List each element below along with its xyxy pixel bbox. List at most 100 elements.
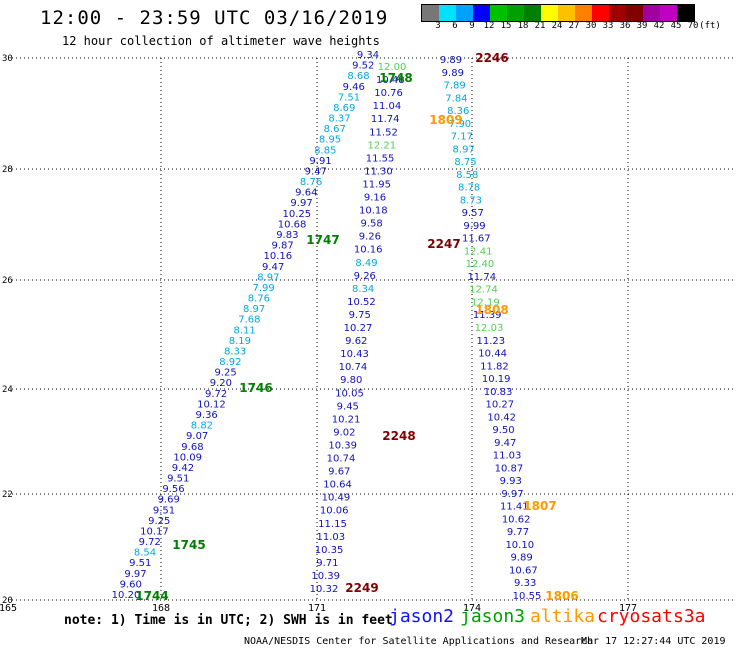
lon-tick-label: 174 xyxy=(463,603,481,614)
pass-time-label: 2248 xyxy=(382,429,415,443)
track-value-s3a: 9.45 xyxy=(337,401,359,412)
pass-time-label: 2247 xyxy=(427,237,460,251)
track-value-cryosat: 11.23 xyxy=(476,336,505,347)
pass-time-label: 2246 xyxy=(475,51,508,65)
track-value-jason3: 9.83 xyxy=(276,230,298,241)
color-scale-label: 18 xyxy=(517,21,529,31)
track-value-jason3: 9.51 xyxy=(129,558,151,569)
track-value-cryosat: 7.17 xyxy=(451,132,473,143)
track-value-s3a: 11.55 xyxy=(366,153,395,164)
lat-tick-label: 28 xyxy=(2,165,13,175)
track-value-s3a: 9.75 xyxy=(349,310,371,321)
color-scale-label: 39 xyxy=(636,21,648,31)
lon-tick-label: 165 xyxy=(0,603,17,614)
track-value-s3a: 10.43 xyxy=(340,349,369,360)
track-value-s3a: 10.74 xyxy=(327,454,356,465)
track-value-cryosat: 10.62 xyxy=(502,514,531,525)
track-value-cryosat: 9.99 xyxy=(463,221,485,232)
track-value-cryosat: 8.58 xyxy=(456,170,478,181)
pass-time-label: 1806 xyxy=(545,589,578,603)
color-scale-label: 6 xyxy=(452,21,458,31)
track-value-cryosat: 7.89 xyxy=(443,81,465,92)
track-value-cryosat: 11.39 xyxy=(473,310,502,321)
color-scale-label: 36 xyxy=(619,21,631,31)
track-value-jason3: 9.42 xyxy=(172,463,194,474)
track-value-jason3: 8.76 xyxy=(300,177,322,188)
track-value-jason3: 8.54 xyxy=(134,548,156,559)
track-value-jason3: 9.07 xyxy=(186,431,208,442)
track-value-jason3: 9.72 xyxy=(205,389,227,400)
color-scale-label: 45 xyxy=(670,21,682,31)
track-value-s3a: 11.03 xyxy=(316,532,345,543)
track-value-s3a: 11.95 xyxy=(362,179,391,190)
track-value-s3a: 9.67 xyxy=(328,467,350,478)
track-value-jason3: 10.20 xyxy=(112,590,141,601)
track-value-s3a: 11.04 xyxy=(373,101,402,112)
track-value-cryosat: 9.77 xyxy=(507,527,529,538)
pass-time-label: 1809 xyxy=(429,113,462,127)
color-swatch xyxy=(558,5,575,21)
page-subtitle: 12 hour collection of altimeter wave hei… xyxy=(62,34,380,48)
footer-credit: NOAA/NESDIS Center for Satellite Applica… xyxy=(244,636,594,647)
color-scale-label: 9 xyxy=(469,21,475,31)
track-value-cryosat: 10.83 xyxy=(484,387,513,398)
track-value-jason3: 9.60 xyxy=(120,579,142,590)
color-scale-label: 15 xyxy=(500,21,512,31)
track-value-jason3: 8.68 xyxy=(347,71,369,82)
track-value-jason3: 9.25 xyxy=(215,368,237,379)
color-scale-label: 3 xyxy=(435,21,441,31)
track-value-jason3: 7.51 xyxy=(338,92,360,103)
track-value-jason3: 10.25 xyxy=(283,209,312,220)
color-swatch xyxy=(660,5,677,21)
color-scale-label: 24 xyxy=(551,21,563,31)
track-value-s3a: 10.27 xyxy=(344,323,373,334)
pass-time-label: 1748 xyxy=(379,71,412,85)
track-value-cryosat: 12.41 xyxy=(464,246,493,257)
track-value-s3a: 12.21 xyxy=(367,140,396,151)
track-value-jason3: 10.09 xyxy=(173,452,202,463)
track-value-jason3: 10.12 xyxy=(197,399,226,410)
track-value-s3a: 10.18 xyxy=(359,206,388,217)
track-value-s3a: 9.62 xyxy=(345,336,367,347)
track-value-cryosat: 11.74 xyxy=(467,272,496,283)
legend-altika: altika xyxy=(530,606,596,627)
lon-tick-label: 171 xyxy=(308,603,326,614)
track-value-s3a: 10.48 xyxy=(376,75,405,86)
track-value-s3a: 9.26 xyxy=(359,232,381,243)
color-scale-bar xyxy=(421,4,695,22)
track-value-cryosat: 9.47 xyxy=(494,438,516,449)
track-value-cryosat: 9.33 xyxy=(514,578,536,589)
lon-tick-label: 177 xyxy=(619,603,637,614)
track-value-s3a: 10.74 xyxy=(339,362,368,373)
legend-cryosat: cryosat xyxy=(597,606,673,627)
track-value-s3a: 9.80 xyxy=(340,375,362,386)
page-title: 12:00 - 23:59 UTC 03/16/2019 xyxy=(40,7,389,29)
track-value-jason3: 10.16 xyxy=(264,251,293,262)
lat-tick-label: 30 xyxy=(2,54,13,64)
color-swatch xyxy=(524,5,541,21)
track-value-cryosat: 10.10 xyxy=(505,540,534,551)
track-value-jason3: 9.97 xyxy=(290,198,312,209)
track-value-cryosat: 9.89 xyxy=(442,68,464,79)
track-value-s3a: 11.30 xyxy=(364,166,393,177)
track-value-jason3: 9.69 xyxy=(158,495,180,506)
track-value-cryosat: 12.74 xyxy=(469,285,498,296)
track-value-cryosat: 11.82 xyxy=(480,361,509,372)
color-swatch xyxy=(626,5,643,21)
color-swatch xyxy=(507,5,524,21)
track-value-cryosat: 10.19 xyxy=(482,374,511,385)
track-value-jason3: 9.91 xyxy=(309,156,331,167)
lat-tick-label: 20 xyxy=(2,596,13,606)
track-value-cryosat: 7.84 xyxy=(445,93,467,104)
pass-time-label: 1746 xyxy=(239,381,272,395)
track-value-s3a: 8.49 xyxy=(355,258,377,269)
track-value-s3a: 9.71 xyxy=(316,558,338,569)
track-value-cryosat: 10.67 xyxy=(509,565,538,576)
track-value-s3a: 10.64 xyxy=(323,480,352,491)
track-value-cryosat: 12.40 xyxy=(466,259,495,270)
track-value-jason3: 9.87 xyxy=(271,241,293,252)
lat-tick-label: 24 xyxy=(2,385,13,395)
track-value-s3a: 10.52 xyxy=(347,297,376,308)
